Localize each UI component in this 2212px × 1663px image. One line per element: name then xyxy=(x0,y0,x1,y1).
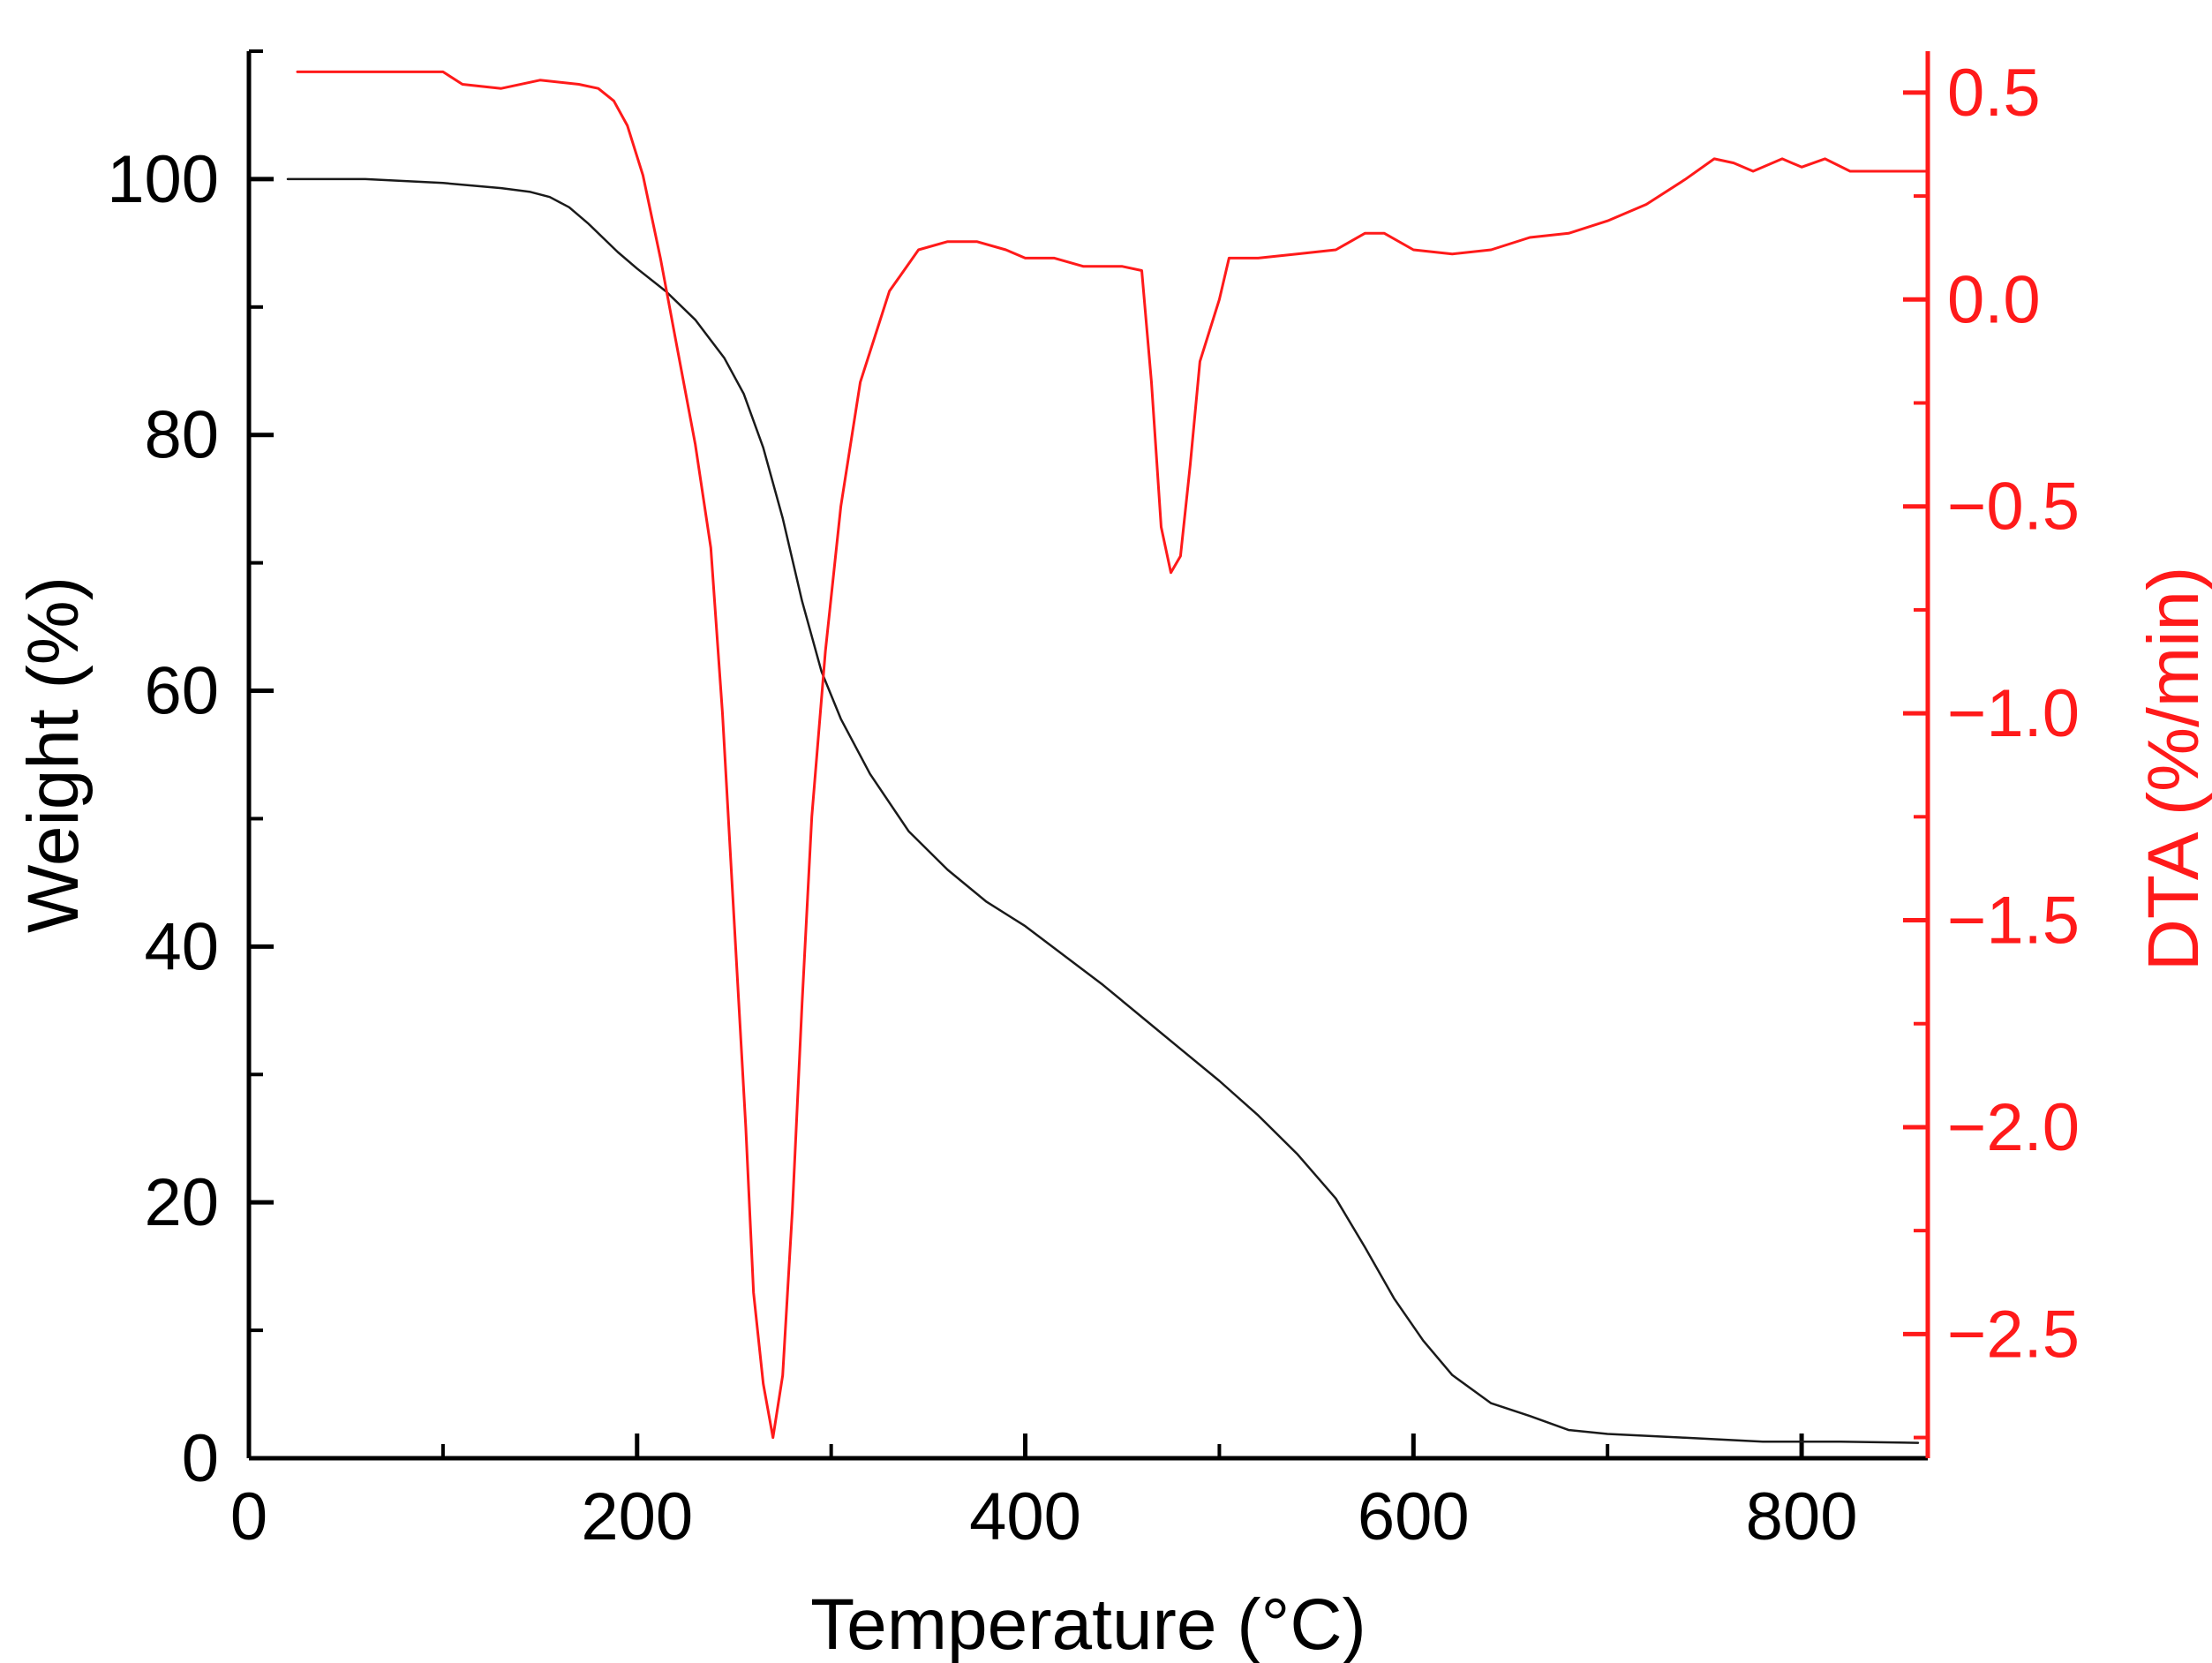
axes-layer xyxy=(246,51,1930,1461)
y-right-tick-label: 0.5 xyxy=(1947,56,2041,131)
y-right-tick-label: −0.5 xyxy=(1947,470,2080,545)
y-left-tick-label: 80 xyxy=(144,398,219,473)
x-tick-label: 800 xyxy=(1746,1479,1858,1554)
y-right-tick-label: −1.0 xyxy=(1947,676,2080,751)
y-right-tick-label: −2.0 xyxy=(1947,1090,2080,1165)
y-left-tick-label: 60 xyxy=(144,654,219,729)
y-left-tick-label: 40 xyxy=(144,909,219,984)
x-axis-title: Temperature (°C) xyxy=(810,1584,1366,1663)
y-right-tick-label: 0.0 xyxy=(1947,262,2041,337)
labels-layer: 0 200 400 600 800 0 20 40 60 80 100 0.5 0.0 −0.5 −1.0 −… xyxy=(107,56,2080,1554)
x-tick-label: 0 xyxy=(230,1479,267,1554)
series-layer xyxy=(286,70,1930,1444)
x-tick-label: 600 xyxy=(1358,1479,1470,1554)
y-right-tick-label: −2.5 xyxy=(1947,1297,2080,1372)
y-right-tick-label: −1.5 xyxy=(1947,884,2080,959)
y-left-tick-label: 20 xyxy=(144,1165,219,1240)
x-tick-label: 400 xyxy=(969,1479,1081,1554)
y-axis-right-title: DTA (%/min) xyxy=(2133,567,2212,972)
y-left-tick-label: 100 xyxy=(107,142,219,217)
weight-series-line xyxy=(286,177,1920,1444)
x-tick-label: 200 xyxy=(581,1479,693,1554)
y-left-tick-label: 0 xyxy=(182,1421,219,1496)
y-axis-left-title: Weight (%) xyxy=(13,576,94,933)
ticks-layer xyxy=(246,49,1928,1461)
dta-series-line xyxy=(296,70,1930,1440)
